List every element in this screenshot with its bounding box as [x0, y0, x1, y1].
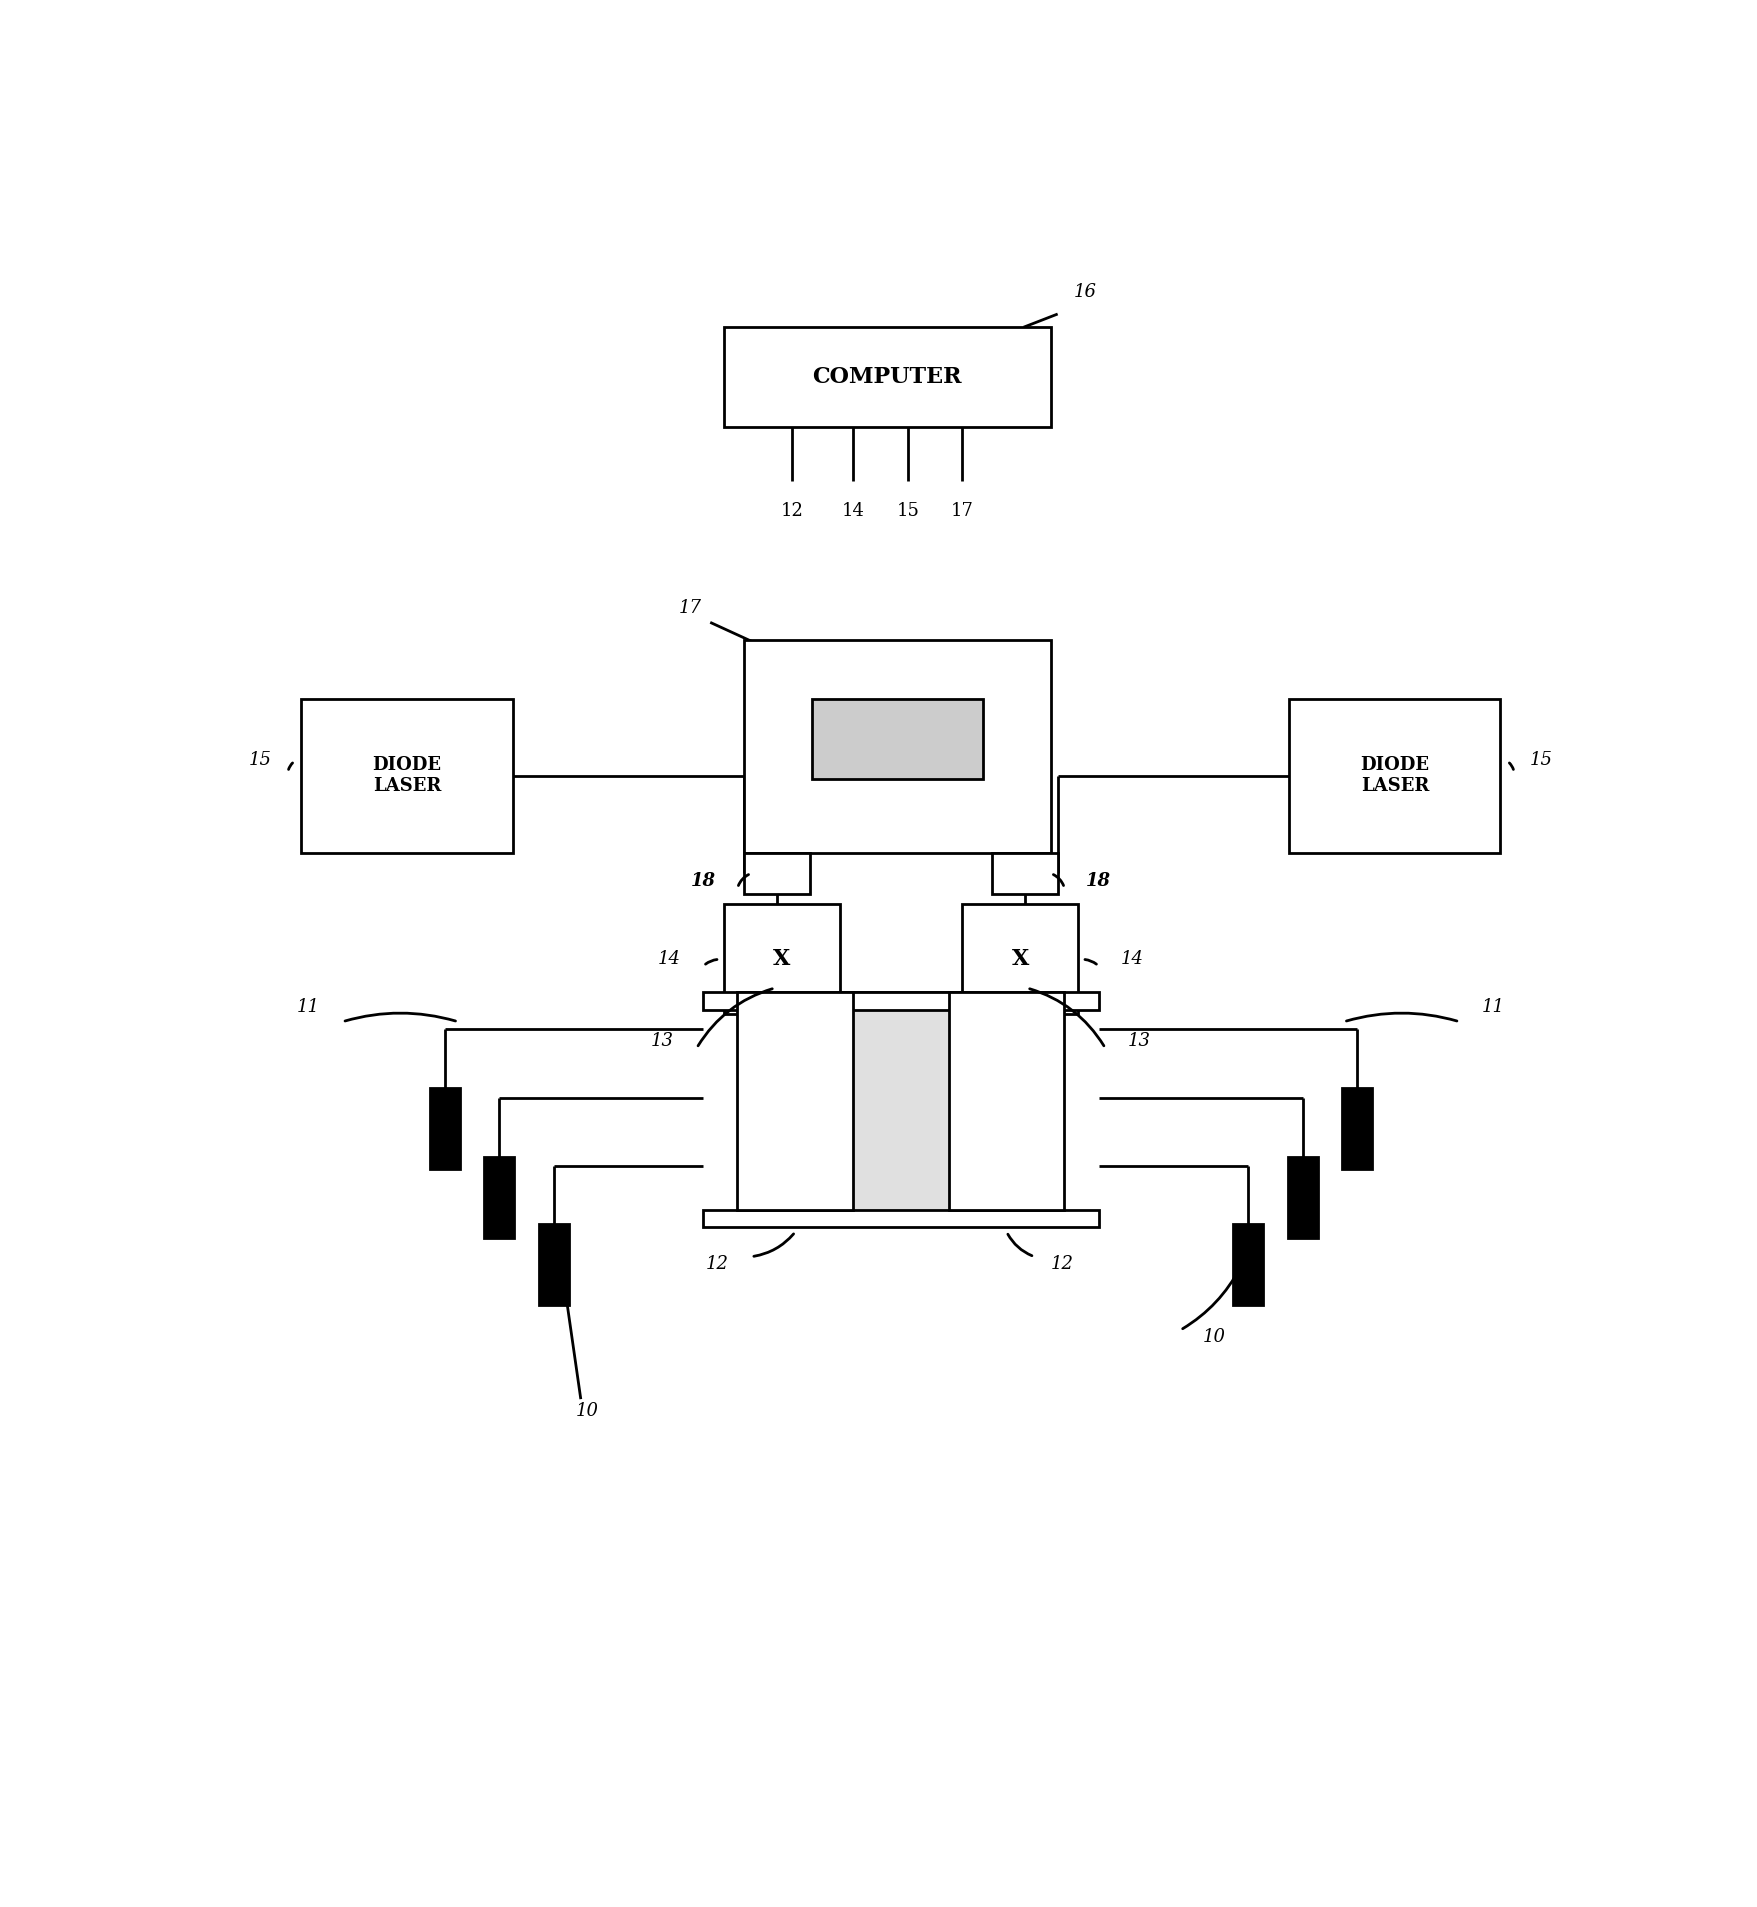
Text: 14: 14 [657, 950, 680, 967]
Bar [1342, 1087, 1372, 1169]
Bar [703, 1209, 1098, 1228]
Bar [538, 1224, 568, 1304]
Bar [703, 992, 1098, 1011]
Text: 11: 11 [1481, 997, 1504, 1016]
Text: 14: 14 [842, 502, 864, 521]
Bar [961, 904, 1077, 1015]
Text: 12: 12 [705, 1255, 727, 1274]
Text: 18: 18 [1086, 871, 1110, 891]
Text: 11: 11 [297, 997, 320, 1016]
Text: 15: 15 [896, 502, 919, 521]
Bar [743, 641, 1051, 852]
Text: 17: 17 [951, 502, 973, 521]
Bar [302, 698, 513, 852]
Bar [429, 1087, 459, 1169]
Text: 10: 10 [1202, 1329, 1225, 1346]
Text: 15: 15 [249, 751, 272, 769]
Text: 15: 15 [1529, 751, 1551, 769]
Text: COMPUTER: COMPUTER [812, 366, 961, 389]
Text: DIODE
LASER: DIODE LASER [372, 757, 441, 795]
Bar [991, 852, 1058, 894]
Text: X: X [773, 948, 791, 971]
Bar [1288, 1158, 1318, 1238]
Text: 13: 13 [1128, 1032, 1151, 1051]
Bar [1288, 698, 1500, 852]
Text: 10: 10 [576, 1402, 599, 1421]
Bar [743, 852, 810, 894]
Text: 13: 13 [650, 1032, 673, 1051]
Text: DIODE
LASER: DIODE LASER [1360, 757, 1428, 795]
Text: 17: 17 [678, 599, 701, 616]
Bar [483, 1158, 513, 1238]
Bar [724, 328, 1051, 427]
Text: X: X [1010, 948, 1028, 971]
Text: 12: 12 [1049, 1255, 1072, 1274]
Text: 16: 16 [1074, 282, 1096, 301]
Bar [738, 992, 852, 1209]
Bar [812, 698, 982, 780]
Bar [724, 904, 840, 1015]
Bar [1233, 1224, 1263, 1304]
Bar [949, 992, 1063, 1209]
Text: 12: 12 [780, 502, 803, 521]
Bar [852, 992, 949, 1209]
Text: 18: 18 [691, 871, 715, 891]
Text: 14: 14 [1121, 950, 1144, 967]
